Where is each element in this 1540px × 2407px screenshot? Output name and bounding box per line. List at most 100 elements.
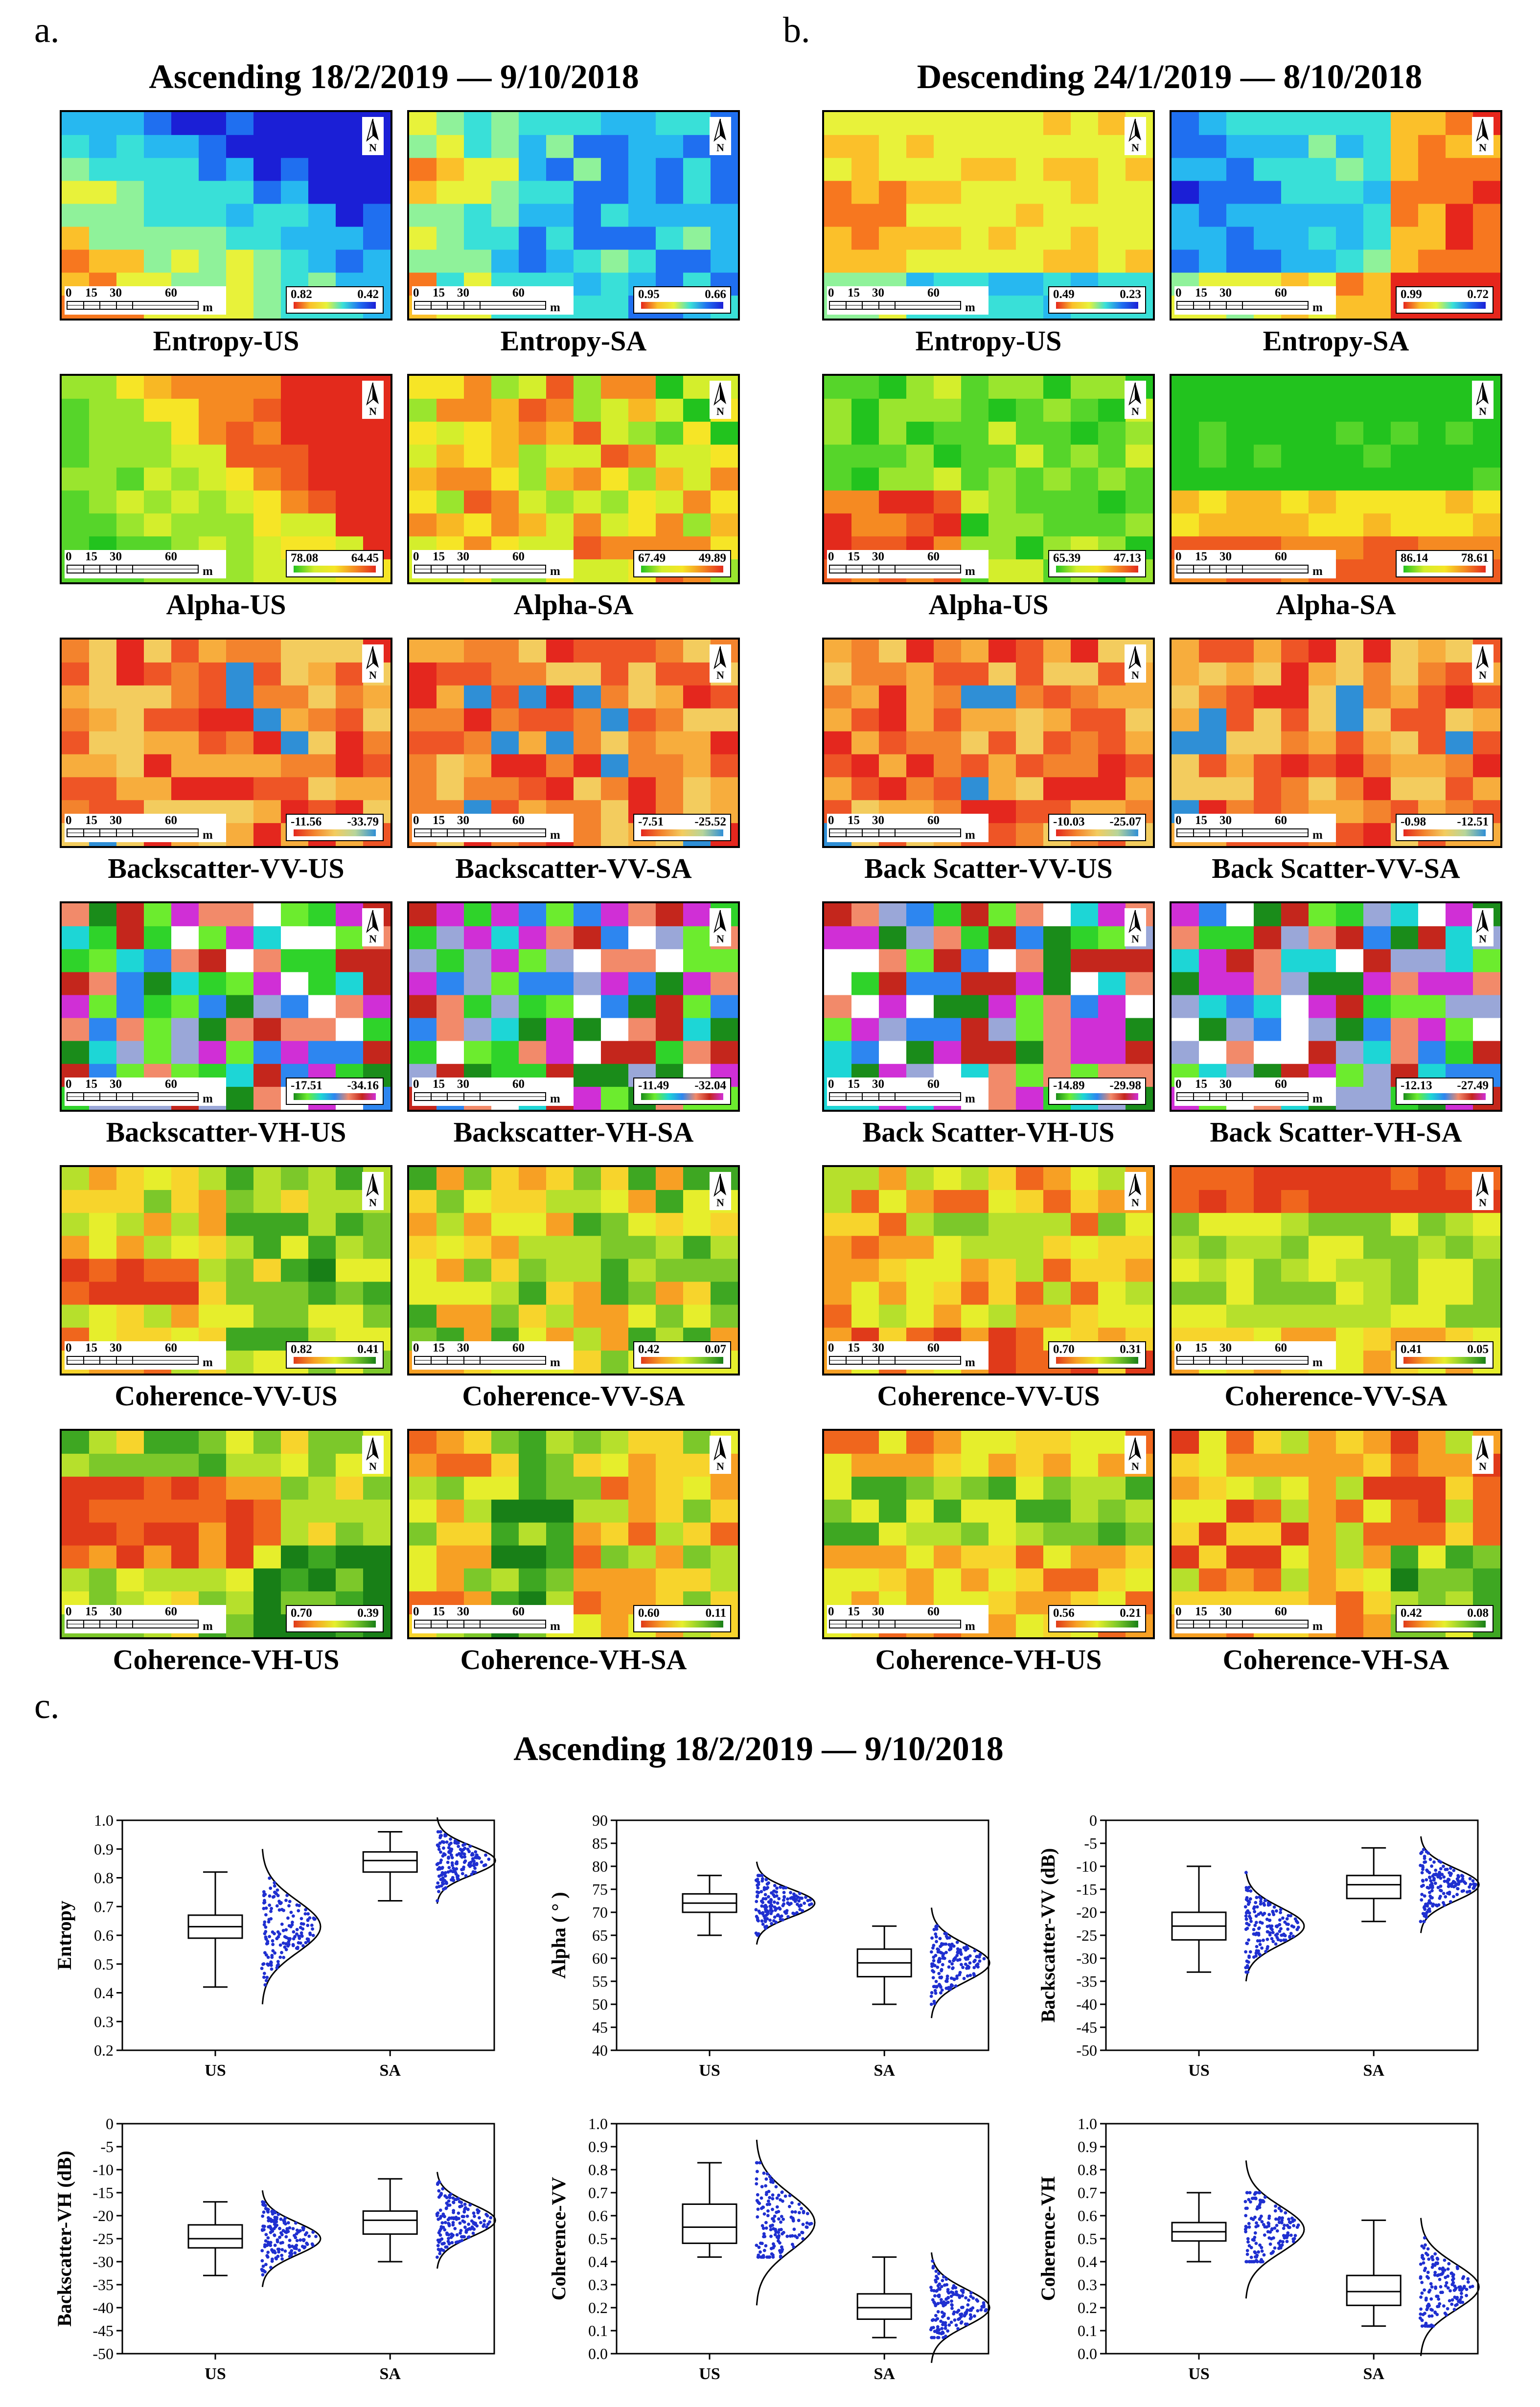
legend-min-value: 64.45 <box>351 551 379 565</box>
raster-cell <box>62 376 90 399</box>
raster-cell <box>824 972 852 996</box>
raster-cell <box>1043 204 1071 228</box>
raster-cell <box>437 227 464 250</box>
raster-cell <box>1226 490 1254 514</box>
raster-cell <box>89 972 117 996</box>
raster-cell <box>1446 1305 1473 1328</box>
data-point <box>1439 1867 1443 1871</box>
data-point <box>764 2177 768 2181</box>
data-point <box>1419 1920 1423 1924</box>
raster-cell <box>1098 1545 1126 1569</box>
raster-cell <box>1336 823 1364 846</box>
raster-cell <box>574 1591 601 1615</box>
data-point <box>1265 2225 1268 2229</box>
data-point <box>1439 1876 1443 1880</box>
raster-cell <box>1071 398 1099 422</box>
raster-cell <box>144 158 172 182</box>
raster-cell <box>851 1259 879 1283</box>
raster-cell <box>628 708 656 732</box>
raster-cell <box>226 640 254 663</box>
raster-cell <box>1226 204 1254 228</box>
raster-cell <box>437 1167 464 1191</box>
raster-cell <box>1336 1236 1364 1260</box>
raster-cell <box>906 1018 934 1041</box>
data-point <box>472 1862 476 1866</box>
raster-cell <box>1336 1328 1364 1351</box>
y-tick-label: 45 <box>592 2018 608 2036</box>
data-point <box>448 1851 452 1855</box>
y-tick-label: -15 <box>92 2184 114 2201</box>
data-point <box>935 1927 939 1931</box>
raster-cell <box>116 731 144 755</box>
data-point <box>1439 1888 1442 1892</box>
map-back-scatter-vh-us-descending: N 0 15 30 60 m -14.89 -29.98 <box>822 901 1155 1112</box>
raster-cell <box>253 1351 281 1374</box>
data-point <box>1275 2229 1279 2233</box>
raster-cell <box>116 513 144 537</box>
raster-cell <box>116 1190 144 1214</box>
data-point <box>1428 1894 1432 1898</box>
raster-cell <box>1309 376 1336 399</box>
raster-cell <box>519 158 547 182</box>
raster-cell <box>171 1305 199 1328</box>
raster-cell <box>961 1236 989 1260</box>
scale-unit: m <box>203 1620 213 1633</box>
raster-cell <box>628 112 656 136</box>
raster-cell <box>62 112 90 136</box>
scale-tick-label: 15 <box>433 550 445 563</box>
raster-cell <box>1363 1167 1391 1191</box>
north-label: N <box>716 933 724 945</box>
raster-cell <box>199 376 227 399</box>
map-back-scatter-vh-sa-descending: N 0 15 30 60 m -12.13 -27.49 <box>1170 901 1502 1112</box>
y-tick-label: 65 <box>592 1926 608 1944</box>
raster-cell <box>961 398 989 422</box>
data-point <box>1254 1901 1258 1904</box>
raster-cell <box>1336 559 1364 582</box>
raster-cell <box>491 662 519 686</box>
data-point <box>1430 1864 1433 1868</box>
data-point <box>755 2177 759 2181</box>
scale-tick-label: 60 <box>512 1077 525 1091</box>
raster-cell <box>601 1591 629 1615</box>
data-point <box>455 2233 459 2237</box>
raster-cell <box>519 1282 547 1305</box>
raster-cell <box>1043 1476 1071 1500</box>
data-point <box>1420 1850 1424 1854</box>
data-point <box>936 2294 940 2298</box>
raster-cell <box>409 1545 437 1569</box>
data-point <box>942 1952 945 1956</box>
legend-color-ramp <box>294 302 376 309</box>
raster-cell <box>1098 1499 1126 1523</box>
raster-cell <box>308 467 336 491</box>
data-point <box>949 2294 953 2298</box>
data-point <box>1276 1924 1279 1928</box>
raster-cell <box>519 754 547 778</box>
raster-cell <box>437 903 464 927</box>
raster-cell <box>308 972 336 996</box>
raster-cell <box>89 1545 117 1569</box>
data-point <box>792 2227 796 2231</box>
y-tick-label: 0.2 <box>588 2299 608 2316</box>
legend-color-ramp <box>1403 1621 1486 1628</box>
raster-cell <box>308 421 336 445</box>
data-point <box>947 2323 951 2327</box>
data-point <box>1245 1959 1249 1963</box>
raster-cell <box>601 1568 629 1592</box>
raster-cell <box>1172 1236 1199 1260</box>
raster-cell <box>1418 685 1446 709</box>
raster-cell <box>988 1522 1016 1546</box>
raster-cell <box>363 227 391 250</box>
data-point <box>950 2307 954 2310</box>
data-point <box>1245 2249 1249 2252</box>
raster-cell <box>144 444 172 468</box>
distribution-curve <box>931 2252 990 2363</box>
raster-cell <box>308 754 336 778</box>
raster-cell <box>1199 640 1227 663</box>
raster-cell <box>683 135 711 159</box>
data-point <box>966 1964 969 1968</box>
raster-cell <box>89 754 117 778</box>
scale-tick-label: 30 <box>1219 1605 1232 1618</box>
raster-cell <box>1071 158 1099 182</box>
data-point <box>276 2240 279 2244</box>
